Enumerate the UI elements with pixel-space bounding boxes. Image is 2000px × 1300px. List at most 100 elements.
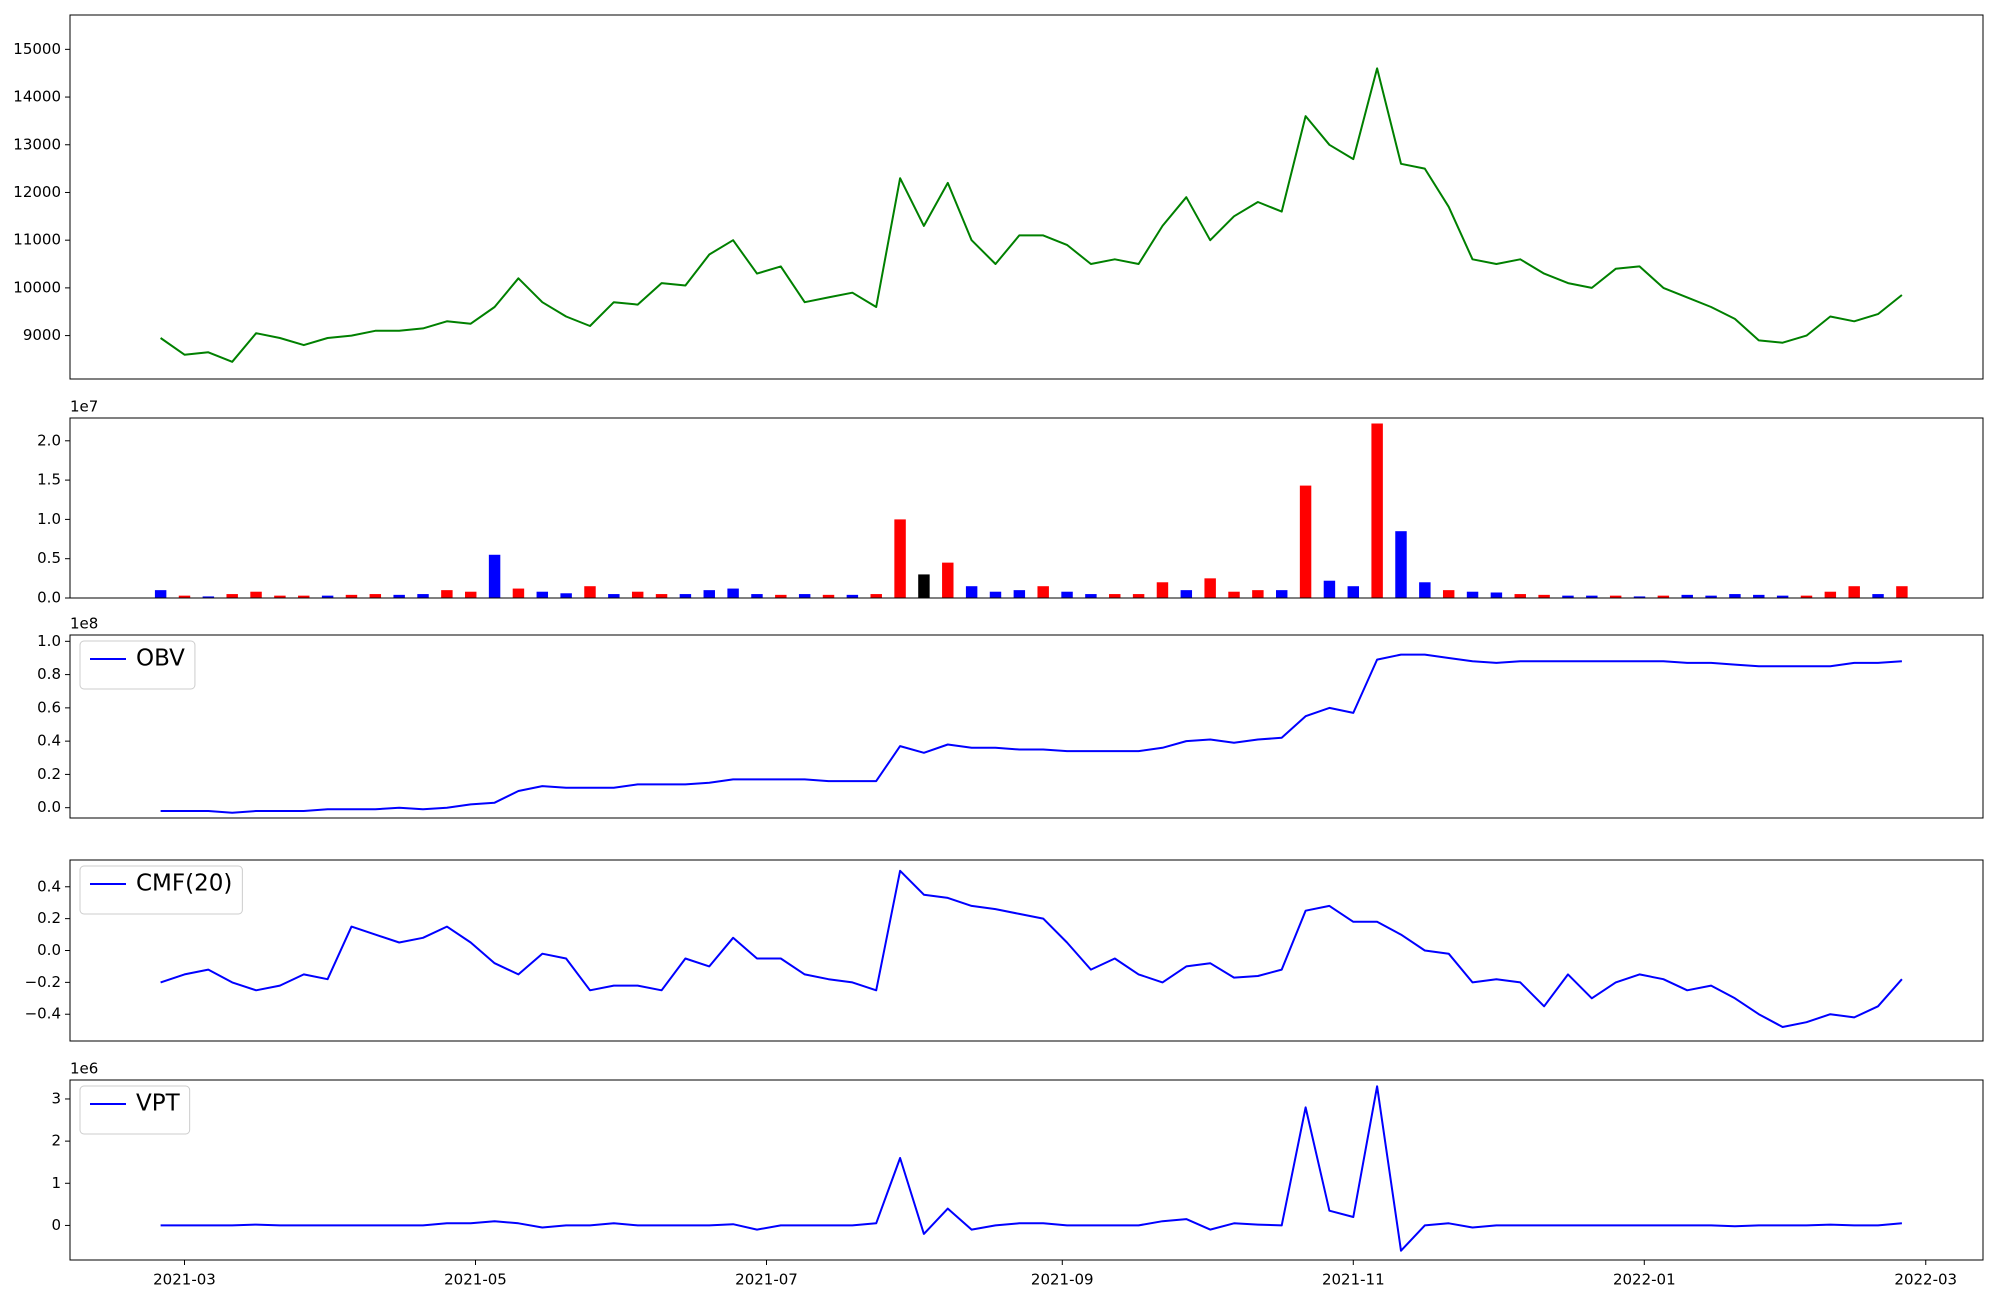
axes-frame — [69, 14, 1984, 380]
bar — [989, 591, 1002, 598]
bar — [441, 590, 453, 598]
bar — [1490, 592, 1503, 598]
y-tick-label: 0.0 — [37, 798, 61, 816]
y-tick-label: 0.8 — [37, 665, 61, 683]
y-tick-label: 2 — [51, 1132, 61, 1150]
bar — [1013, 590, 1026, 598]
bar — [1347, 586, 1360, 598]
y-tick-label: 0.4 — [37, 877, 61, 895]
bar — [154, 590, 167, 598]
y-tick-label: 12000 — [13, 183, 61, 201]
bar — [965, 586, 978, 598]
x-tick-label: 2021-05 — [444, 1271, 507, 1289]
bar — [1538, 594, 1550, 598]
axes-frame — [69, 634, 1984, 819]
bar — [1514, 594, 1526, 598]
bar — [822, 594, 835, 598]
y-tick-label: 1.0 — [37, 632, 61, 650]
line — [160, 67, 1903, 363]
bar — [1657, 595, 1670, 598]
offset-label: 1e6 — [70, 1060, 98, 1078]
bar — [1323, 580, 1336, 598]
bar — [631, 591, 644, 598]
bar — [727, 588, 739, 598]
axes-frame — [69, 417, 1984, 599]
bar — [1562, 595, 1574, 598]
bar — [178, 595, 191, 598]
bar — [1442, 590, 1455, 598]
bar — [393, 594, 405, 598]
bar — [1776, 595, 1789, 598]
y-tick-label: 11000 — [13, 231, 61, 249]
bar — [274, 595, 286, 598]
y-tick-label: 1 — [51, 1174, 61, 1192]
x-tick-label: 2021-07 — [735, 1271, 798, 1289]
legend-box — [79, 865, 243, 915]
bar — [250, 591, 262, 598]
legend-box — [79, 1085, 191, 1135]
legend-text: CMF(20) — [136, 871, 232, 897]
bar — [1705, 595, 1717, 598]
bar — [536, 591, 549, 598]
y-tick-label: 9000 — [23, 326, 61, 344]
bar — [584, 586, 596, 598]
bar — [1180, 590, 1193, 598]
bar — [1228, 591, 1240, 598]
bar — [1729, 594, 1741, 598]
bar — [1466, 591, 1479, 598]
y-tick-label: 0 — [51, 1216, 61, 1234]
bar — [703, 590, 715, 598]
bar — [846, 594, 859, 598]
bar — [1395, 531, 1407, 598]
bar — [798, 594, 811, 598]
bar — [1633, 596, 1646, 598]
bar — [226, 594, 238, 598]
bar — [1872, 594, 1884, 598]
bar — [488, 554, 501, 598]
axes-frame — [69, 1079, 1984, 1261]
bar — [1132, 594, 1145, 598]
x-tick-label: 2021-11 — [1322, 1271, 1385, 1289]
y-tick-label: 1.5 — [37, 471, 61, 489]
bar — [1204, 578, 1216, 598]
offset-label: 1e8 — [70, 615, 98, 633]
axes-frame — [69, 859, 1984, 1042]
bar — [608, 594, 620, 598]
bar — [1252, 590, 1264, 598]
bar — [1037, 586, 1049, 598]
y-tick-label: 0.4 — [37, 732, 61, 750]
bar — [655, 594, 668, 598]
line — [160, 1085, 1902, 1252]
bar — [298, 595, 310, 598]
bar — [1156, 582, 1169, 598]
y-tick-label: 10000 — [13, 278, 61, 296]
bar — [465, 591, 477, 598]
bar — [1299, 485, 1312, 598]
bar — [775, 594, 787, 598]
bar — [1109, 594, 1121, 598]
y-tick-label: 1.0 — [37, 510, 61, 528]
bar — [1609, 595, 1622, 598]
bar — [1800, 595, 1813, 598]
legend-text: OBV — [136, 646, 185, 672]
offset-label: 1e7 — [70, 398, 98, 416]
bar — [751, 594, 763, 598]
bar — [679, 594, 692, 598]
bar — [1848, 586, 1860, 598]
bar — [512, 588, 525, 598]
bar — [1753, 594, 1765, 598]
bar — [369, 594, 382, 598]
y-tick-label: 0.2 — [37, 909, 61, 927]
y-tick-label: 0.5 — [37, 549, 61, 567]
bar — [1371, 423, 1383, 598]
bar — [1896, 586, 1908, 598]
y-tick-label: 3 — [51, 1089, 61, 1107]
y-tick-label: 14000 — [13, 88, 61, 106]
bar — [1824, 591, 1837, 598]
line — [160, 653, 1902, 814]
y-tick-label: 0.6 — [37, 698, 61, 716]
bar — [894, 519, 906, 598]
y-tick-label: 15000 — [13, 40, 61, 58]
